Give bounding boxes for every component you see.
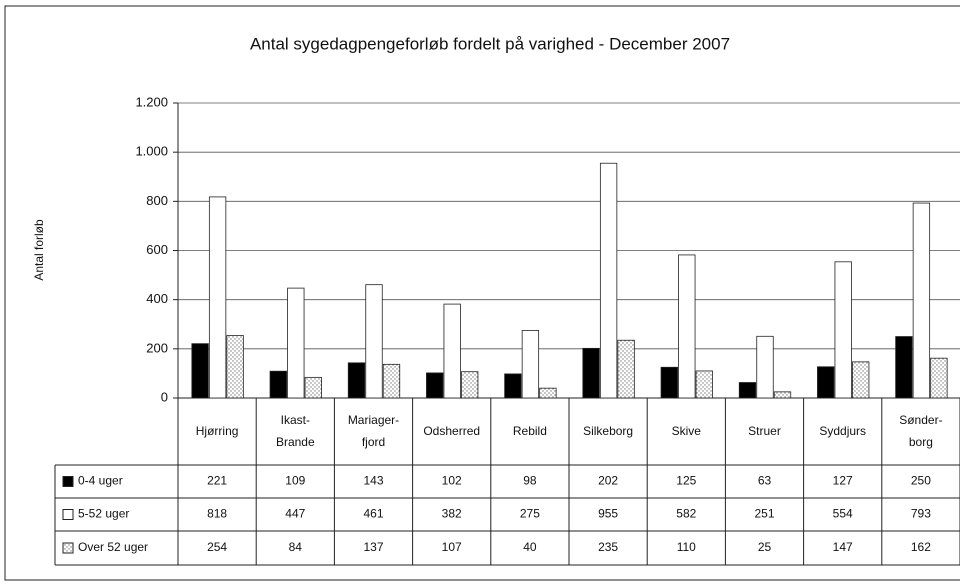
bar	[817, 366, 835, 399]
y-tick-label: 800	[146, 193, 168, 208]
y-tick-label: 1.000	[135, 144, 168, 159]
table-value: 793	[911, 507, 931, 521]
table-value: 162	[911, 540, 931, 554]
bar	[504, 373, 522, 399]
bar	[226, 335, 244, 399]
chart-title: Antal sygedagpengeforløb fordelt på vari…	[250, 34, 730, 53]
category-label: Ikast-Brande	[276, 413, 315, 449]
category-label: Silkeborg	[583, 424, 633, 438]
bar	[773, 391, 792, 399]
legend-swatch	[62, 509, 74, 520]
category-label: Mariager-fjord	[348, 413, 399, 449]
table-value: 554	[833, 507, 853, 521]
category-label: Odsherred	[423, 424, 480, 438]
bar	[756, 335, 774, 399]
bar	[365, 284, 383, 399]
bar	[852, 361, 870, 399]
legend-label: 5-52 uger	[78, 507, 129, 521]
table-value: 251	[754, 507, 774, 521]
bar	[521, 329, 540, 399]
y-tick-label: 0	[161, 389, 168, 404]
table-value: 582	[676, 507, 696, 521]
y-axis-label: Antal forløb	[32, 219, 46, 281]
bar	[930, 357, 948, 399]
table-value: 202	[598, 474, 618, 488]
bar	[304, 376, 322, 399]
table-value: 137	[363, 540, 383, 554]
table-value: 84	[289, 540, 303, 554]
bar	[738, 382, 757, 399]
outer-frame	[4, 5, 960, 581]
bar	[582, 347, 600, 399]
bar	[834, 261, 852, 399]
table-value: 98	[523, 474, 537, 488]
table-value: 107	[442, 540, 462, 554]
bar	[443, 303, 461, 399]
legend-label: 0-4 uger	[78, 474, 123, 488]
category-label: Skive	[672, 424, 702, 438]
legend-label: Over 52 uger	[78, 540, 148, 554]
table-value: 127	[833, 474, 853, 488]
bar	[208, 196, 227, 399]
table-value: 250	[911, 474, 931, 488]
table-value: 221	[207, 474, 227, 488]
category-label: Struer	[748, 424, 781, 438]
table-value: 125	[676, 474, 696, 488]
bar	[461, 371, 479, 399]
legend-swatch	[62, 542, 74, 554]
table-value: 235	[598, 540, 618, 554]
y-tick-label: 600	[146, 242, 168, 257]
bar	[426, 372, 444, 399]
table-value: 63	[758, 474, 772, 488]
bar	[895, 336, 913, 399]
y-tick-label: 1.200	[135, 94, 168, 109]
bar	[269, 370, 287, 399]
table-value: 461	[363, 507, 383, 521]
table-value: 382	[442, 507, 462, 521]
table-value: 275	[520, 507, 540, 521]
bar	[382, 363, 401, 399]
table-value: 147	[833, 540, 853, 554]
table-value: 25	[758, 540, 772, 554]
bar	[287, 287, 305, 399]
table-value: 40	[523, 540, 537, 554]
y-tick-label: 200	[146, 340, 168, 355]
bar	[539, 387, 557, 399]
table-value: 818	[207, 507, 227, 521]
bar	[599, 162, 618, 399]
bar	[912, 202, 931, 399]
table-value: 254	[207, 540, 227, 554]
category-label: Rebild	[513, 424, 547, 438]
bar	[660, 366, 678, 399]
bar	[678, 254, 696, 399]
table-value: 109	[285, 474, 305, 488]
table-value: 102	[442, 474, 462, 488]
bar	[347, 362, 366, 399]
bar	[191, 343, 209, 399]
table-value: 143	[363, 474, 383, 488]
category-label: Syddjurs	[819, 424, 866, 438]
category-label: Sønder-borg	[899, 413, 942, 449]
category-label: Hjørring	[196, 424, 239, 438]
table-value: 955	[598, 507, 618, 521]
bar	[695, 370, 713, 399]
table-value: 447	[285, 507, 305, 521]
bar	[617, 339, 635, 399]
y-tick-label: 400	[146, 291, 168, 306]
table-value: 110	[677, 540, 696, 554]
legend-swatch	[62, 476, 74, 487]
